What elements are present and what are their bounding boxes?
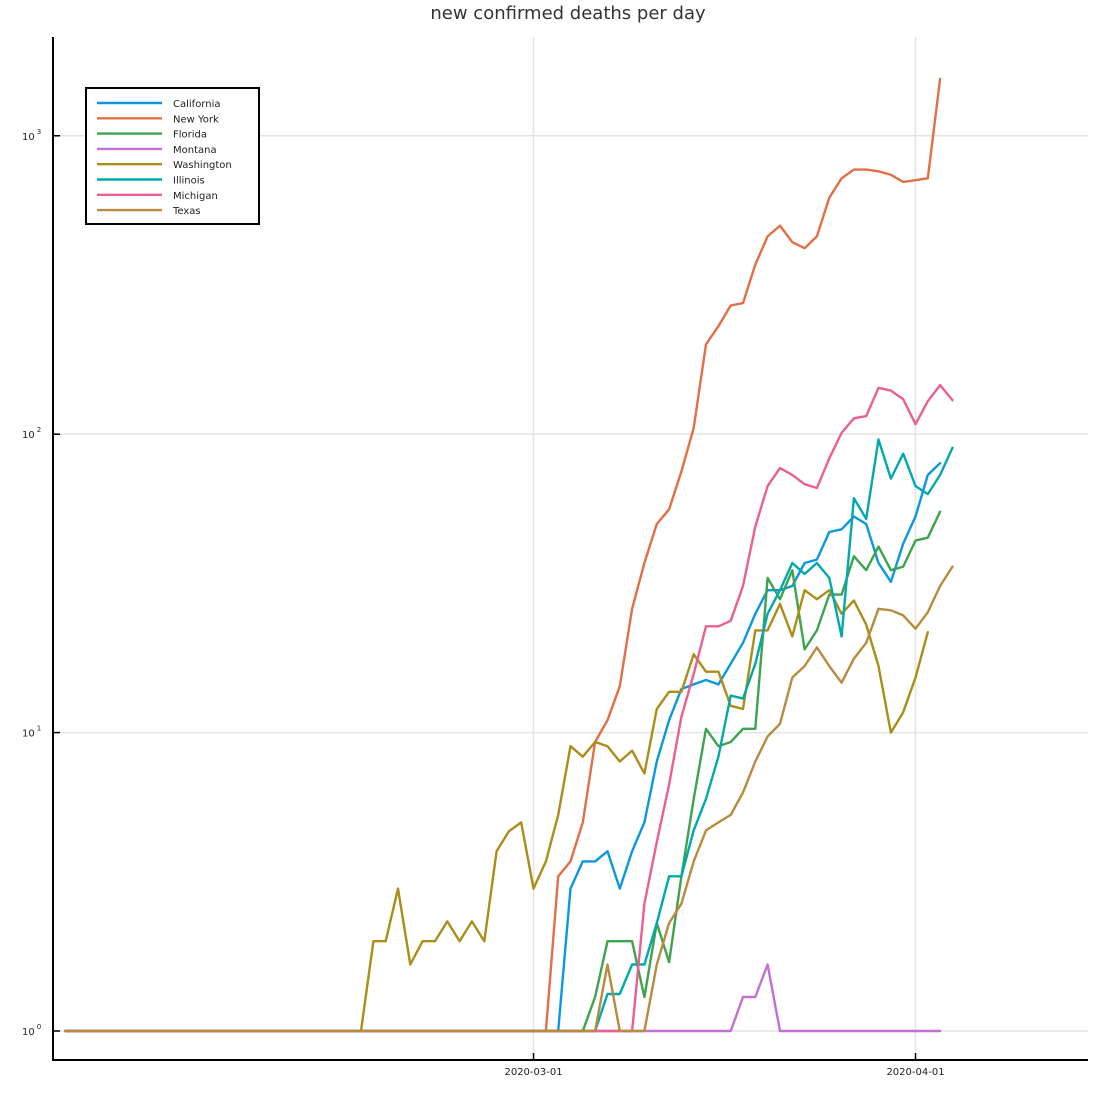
legend: California New York Florida Montana Washingt…: [85, 87, 260, 225]
legend-label: Washington: [173, 160, 232, 171]
legend-label: Florida: [173, 130, 207, 141]
series-line-michigan: [64, 383, 954, 1033]
x-tick-label: 2020-04-01: [886, 1067, 944, 1078]
y-tick-exponent: 1: [37, 725, 41, 733]
x-tick-label: 2020-03-01: [504, 1067, 562, 1078]
legend-label: Montana: [173, 145, 217, 156]
y-tick-label: 10 2: [22, 426, 41, 441]
legend-box: [85, 87, 260, 225]
series-lines: [64, 77, 954, 1033]
y-tick-label: 10 3: [22, 128, 41, 143]
legend-label: Michigan: [173, 191, 218, 202]
legend-label: Illinois: [173, 176, 205, 187]
series-line-texas: [64, 565, 954, 1033]
series-line-washington: [64, 589, 929, 1033]
y-tick-base: 10: [22, 430, 35, 441]
series-line-montana: [64, 963, 942, 1033]
y-tick-base: 10: [22, 1027, 35, 1038]
y-tick-label: 10 0: [22, 1023, 41, 1038]
chart-title: new confirmed deaths per day: [430, 3, 706, 24]
legend-label: New York: [173, 114, 219, 125]
legend-label: Texas: [172, 206, 201, 217]
y-tick-exponent: 0: [37, 1023, 41, 1031]
series-line-illinois: [64, 438, 954, 1033]
y-tick-exponent: 3: [37, 128, 41, 136]
series-line-florida: [64, 510, 942, 1033]
y-tick-label: 10 1: [22, 725, 41, 740]
legend-label: California: [173, 99, 221, 110]
series-line-california: [64, 461, 942, 1033]
y-tick-base: 10: [22, 132, 35, 143]
y-tick-exponent: 2: [37, 426, 41, 434]
y-tick-base: 10: [22, 729, 35, 740]
